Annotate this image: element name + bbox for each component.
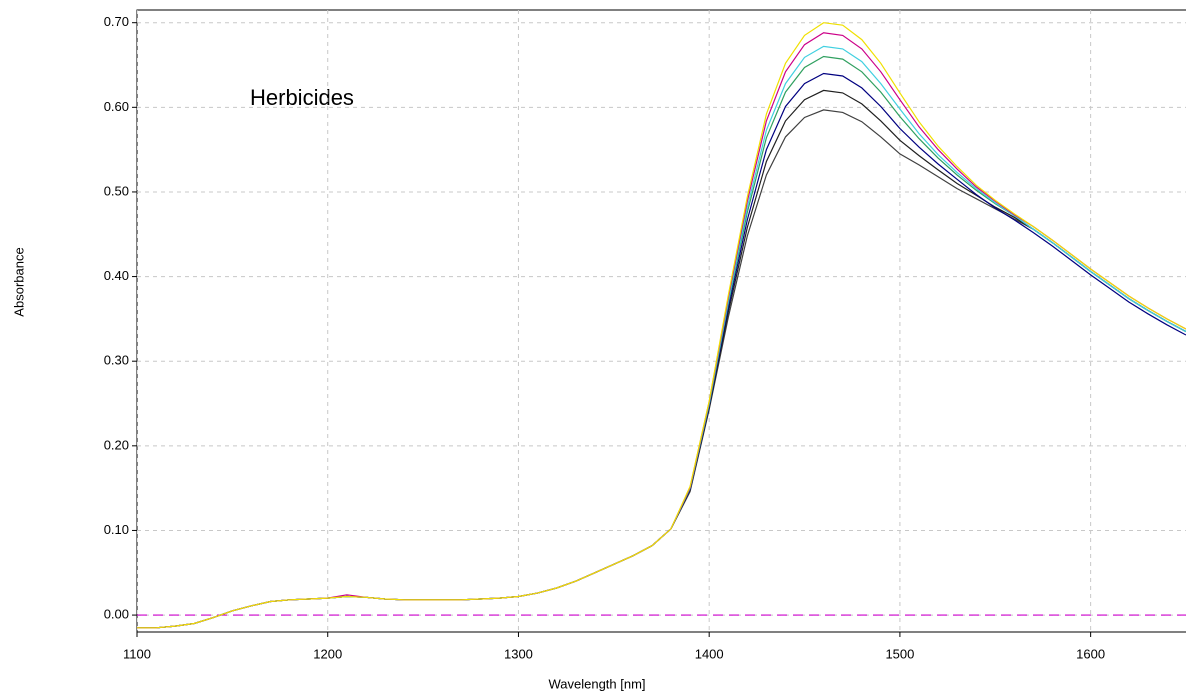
annotation: Herbicides [250, 85, 354, 110]
spectrum-line [137, 22, 1186, 629]
y-axis-title: Absorbance [11, 247, 26, 316]
y-tick-label: 0.60 [104, 99, 129, 114]
x-axis-title: Wavelength [nm] [548, 676, 645, 691]
plot-marks [137, 10, 1186, 632]
y-tick-label: 0.50 [104, 183, 129, 198]
x-tick-label: 1500 [885, 646, 914, 661]
y-tick-label: 0.30 [104, 353, 129, 368]
plot-area [136, 9, 1186, 633]
y-tick-label: 0.40 [104, 268, 129, 283]
y-tick-label: 0.10 [104, 522, 129, 537]
y-tick-label: 0.70 [104, 14, 129, 29]
x-tick-label: 1400 [695, 646, 724, 661]
x-tick-label: 1300 [504, 646, 533, 661]
y-tick-label: 0.20 [104, 437, 129, 452]
x-tick-label: 1200 [313, 646, 342, 661]
y-tick-label: 0.00 [104, 607, 129, 622]
x-tick-label: 1100 [123, 646, 151, 661]
x-tick-label: 1600 [1076, 646, 1105, 661]
